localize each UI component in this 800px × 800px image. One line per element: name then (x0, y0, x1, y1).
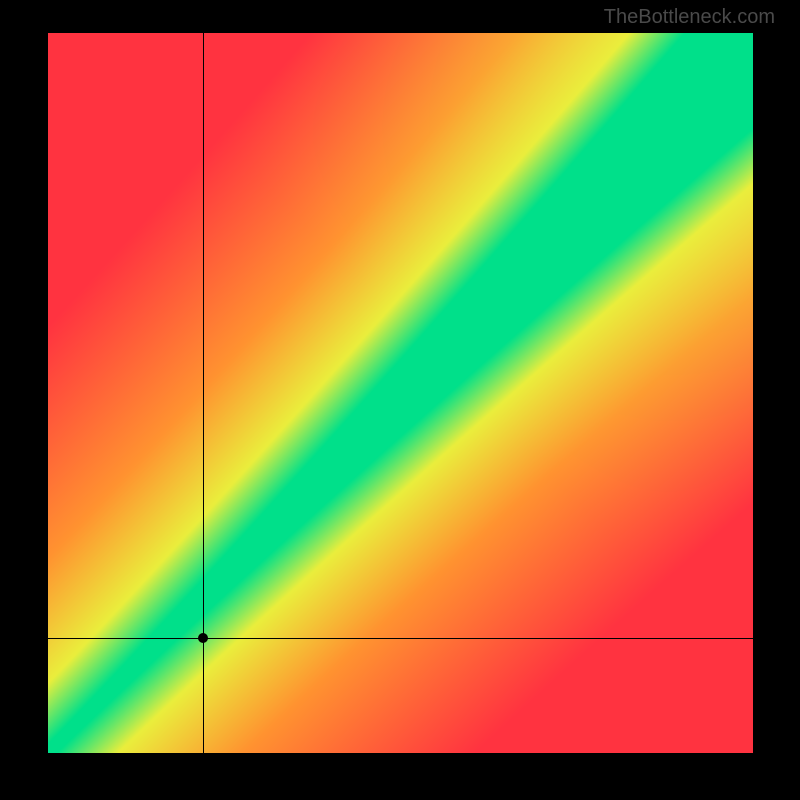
attribution-label: TheBottleneck.com (604, 6, 775, 29)
heatmap-plot (48, 33, 753, 753)
chart-container: TheBottleneck.com (0, 0, 800, 800)
heatmap-canvas (48, 33, 753, 753)
